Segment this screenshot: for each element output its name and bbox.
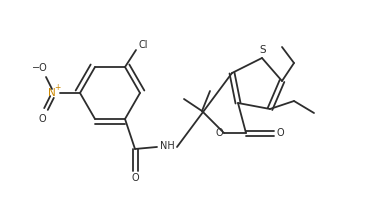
Text: +: +	[54, 84, 60, 93]
Text: NH: NH	[160, 141, 174, 151]
Text: −O: −O	[32, 63, 48, 73]
Text: O: O	[215, 128, 223, 138]
Text: O: O	[276, 128, 284, 138]
Text: S: S	[260, 45, 266, 55]
Text: N: N	[48, 88, 56, 98]
Text: O: O	[131, 173, 139, 183]
Text: Cl: Cl	[138, 40, 148, 50]
Text: O: O	[38, 114, 46, 124]
